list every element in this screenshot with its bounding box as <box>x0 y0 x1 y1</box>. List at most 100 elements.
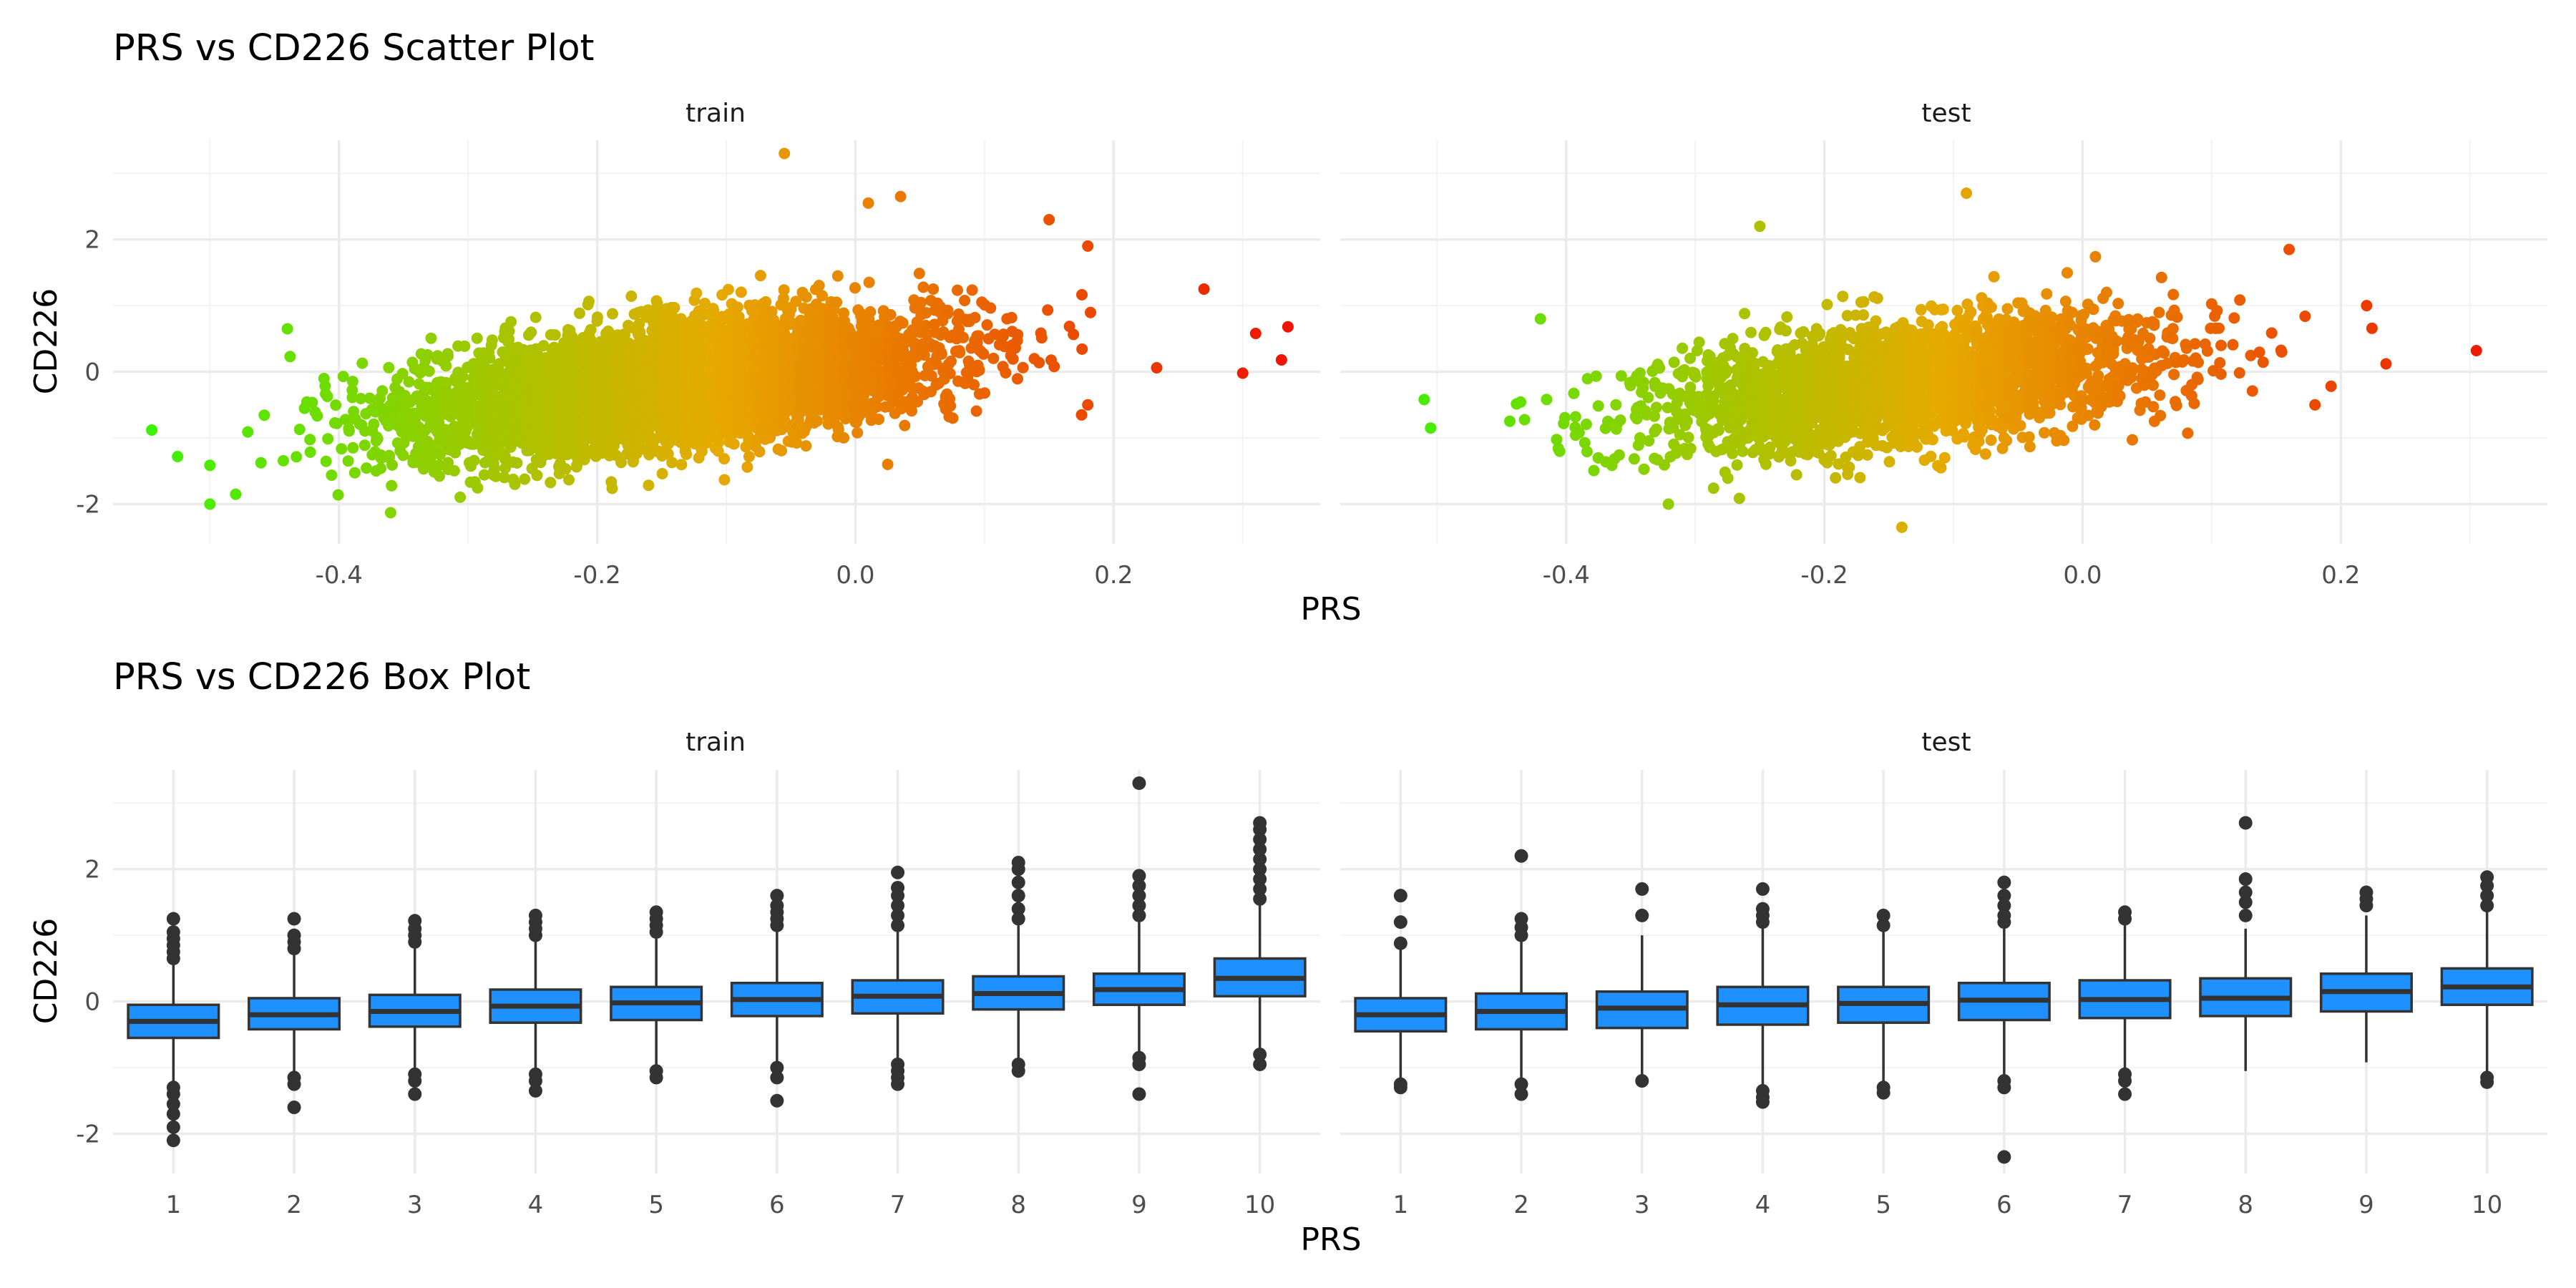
scatter-point <box>838 431 850 444</box>
scatter-point <box>862 197 874 209</box>
scatter-point <box>322 433 334 445</box>
scatter-point <box>718 453 731 465</box>
scatter-point <box>530 311 542 323</box>
scatter-point <box>146 424 158 436</box>
scatter-point <box>396 368 409 380</box>
scatter-point <box>607 308 618 320</box>
scatter-point <box>397 449 409 462</box>
scatter-point <box>728 438 740 450</box>
scatter-point <box>525 326 537 338</box>
scatter-point <box>330 399 342 411</box>
scatter-point <box>457 371 469 383</box>
scatter-point <box>498 472 510 484</box>
scatter-point <box>753 446 766 458</box>
scatter-point <box>291 451 303 463</box>
scatter-point <box>442 350 454 362</box>
scatter-point <box>478 469 490 481</box>
scatter-point <box>760 296 772 308</box>
scatter-point <box>361 462 373 474</box>
scatter-point <box>675 459 688 471</box>
scatter-point <box>531 469 543 482</box>
scatter-point <box>490 470 502 482</box>
scatter-point <box>348 467 361 479</box>
scatter-point <box>364 392 376 404</box>
scatter-point <box>484 352 496 364</box>
scatter-point <box>691 287 703 299</box>
scatter-facet-label-train: train <box>686 99 746 128</box>
scatter-point <box>606 482 618 494</box>
scatter-facet-label-test: test <box>1921 99 1971 128</box>
scatter-point <box>680 448 693 460</box>
scatter-point <box>278 454 289 467</box>
scatter-point <box>440 360 452 372</box>
scatter-point <box>537 340 550 352</box>
scatter-point <box>434 470 446 482</box>
scatter-point <box>718 474 731 486</box>
scatter-point <box>459 340 471 352</box>
scatter-point <box>549 329 561 341</box>
scatter-point <box>560 463 572 475</box>
scatter-point <box>346 391 358 404</box>
scatter-point <box>423 365 435 377</box>
scatter-point <box>863 276 875 288</box>
scatter-point <box>384 507 396 519</box>
scatter-point <box>371 433 384 445</box>
scatter-point <box>722 283 734 296</box>
scatter-point <box>754 270 766 282</box>
scatter-point <box>204 459 216 472</box>
scatter-point <box>743 451 755 463</box>
scatter-plot-title: PRS vs CD226 Scatter Plot <box>113 27 595 69</box>
scatter-point <box>776 444 788 457</box>
scatter-point <box>383 361 395 374</box>
scatter-point <box>320 455 332 467</box>
scatter-point <box>471 332 483 344</box>
scatter-point <box>337 371 349 383</box>
scatter-point <box>591 311 603 323</box>
scatter-point <box>356 357 369 369</box>
scatter-point <box>311 410 323 422</box>
scatter-point <box>731 301 743 313</box>
scatter-point <box>479 457 491 469</box>
scatter-point <box>368 418 380 430</box>
scatter-point <box>486 334 498 346</box>
scatter-point <box>342 455 354 467</box>
scatter-point <box>321 391 333 402</box>
scatter-point <box>668 302 680 313</box>
scatter-point <box>424 449 436 462</box>
scatter-point <box>230 488 242 500</box>
scatter-point <box>331 417 343 429</box>
scatter-point <box>293 424 306 436</box>
scatter-point <box>849 282 861 294</box>
scatter-point <box>884 308 897 321</box>
scatter-point <box>566 331 578 343</box>
scatter-point <box>336 443 348 455</box>
scatter-point <box>326 469 338 482</box>
scatter-point <box>386 459 399 471</box>
scatter-point <box>852 426 864 439</box>
scatter-point <box>545 477 557 489</box>
scatter-point <box>778 284 790 296</box>
scatter-point <box>625 291 638 302</box>
scatter-point <box>347 441 359 454</box>
scatter-point <box>343 425 355 437</box>
scatter-point <box>440 376 452 389</box>
scatter-point <box>563 474 575 486</box>
scatter-point <box>574 307 585 319</box>
scatter-point <box>472 482 484 494</box>
scatter-point <box>204 498 216 510</box>
scatter-point <box>284 351 296 363</box>
scatter-point <box>831 296 843 308</box>
scatter-point <box>509 478 521 490</box>
scatter-point <box>376 385 389 397</box>
scatter-point <box>511 457 523 469</box>
scatter-point <box>505 316 517 328</box>
scatter-point <box>519 473 531 485</box>
scatter-point <box>346 376 358 388</box>
scatter-point <box>425 332 437 344</box>
scatter-point <box>882 459 894 470</box>
scatter-panel-train <box>113 140 1320 544</box>
scatter-point <box>831 270 844 282</box>
scatter-point <box>800 291 812 303</box>
scatter-point <box>281 323 293 335</box>
scatter-point <box>332 489 344 501</box>
